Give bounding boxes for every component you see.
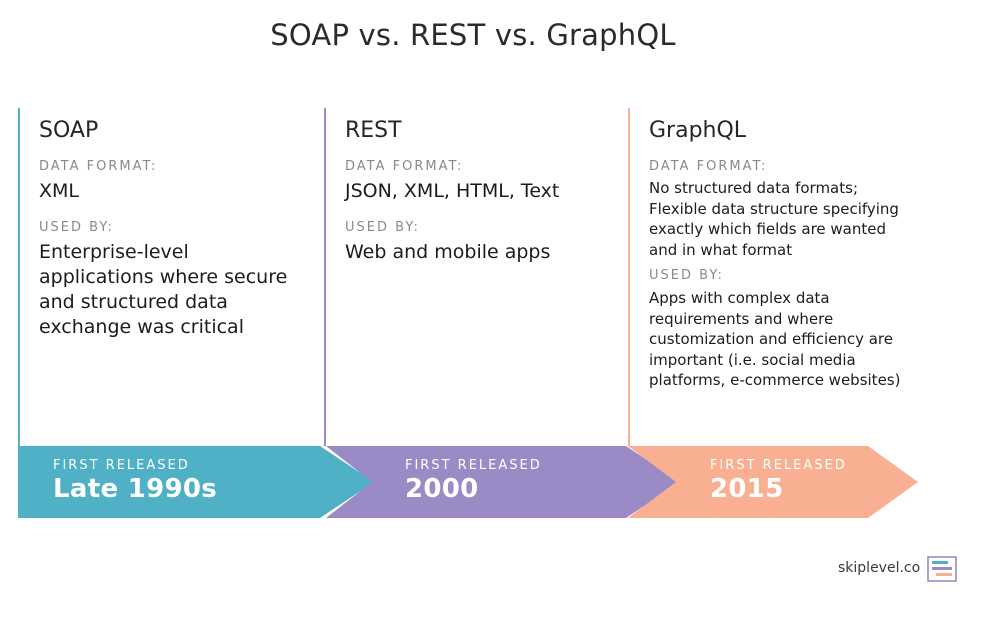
used-by-value-soap: Enterprise-level applications where secu… (39, 241, 288, 338)
data-format-value-soap: XML (39, 180, 79, 202)
column-title-rest: REST (345, 118, 402, 143)
column-rest: REST DATA FORMAT: JSON, XML, HTML, Text … (324, 108, 630, 446)
column-title-soap: SOAP (39, 118, 99, 143)
first-released-label-rest: FIRST RELEASED (405, 458, 542, 473)
first-released-label-soap: FIRST RELEASED (53, 458, 190, 473)
timeline-arrow-soap (18, 446, 374, 518)
data-format-value-graphql: No structured data formats; Flexible dat… (649, 179, 899, 259)
diagram-title: SOAP vs. REST vs. GraphQL (270, 18, 676, 52)
data-format-label-graphql: DATA FORMAT: (649, 159, 768, 174)
skiplevel-logo-icon (927, 556, 957, 582)
used-by-label-rest: USED BY: (345, 220, 420, 235)
used-by-value-rest: Web and mobile apps (345, 241, 551, 263)
first-released-value-rest: 2000 (405, 474, 479, 504)
first-released-value-soap: Late 1990s (53, 474, 218, 504)
timeline-arrow-rest (326, 446, 680, 518)
first-released-value-graphql: 2015 (710, 474, 784, 504)
data-format-label-soap: DATA FORMAT: (39, 159, 158, 174)
data-format-label-rest: DATA FORMAT: (345, 159, 464, 174)
release-band-graphql: FIRST RELEASED 2015 (710, 458, 847, 504)
used-by-value-graphql: Apps with complex data requirements and … (649, 289, 901, 389)
release-band-soap: FIRST RELEASED Late 1990s (53, 458, 217, 504)
release-band-rest: FIRST RELEASED 2000 (405, 458, 542, 504)
timeline-arrow-graphql (628, 446, 918, 518)
data-format-value-rest: JSON, XML, HTML, Text (345, 180, 560, 202)
column-title-graphql: GraphQL (649, 118, 747, 143)
brand-text: skiplevel.co (838, 560, 921, 576)
column-soap: SOAP DATA FORMAT: XML USED BY: Enterpris… (18, 108, 324, 446)
used-by-label-graphql: USED BY: (649, 268, 724, 283)
used-by-label-soap: USED BY: (39, 220, 114, 235)
column-graphql: GraphQL DATA FORMAT: No structured data … (628, 108, 928, 446)
first-released-label-graphql: FIRST RELEASED (710, 458, 847, 473)
